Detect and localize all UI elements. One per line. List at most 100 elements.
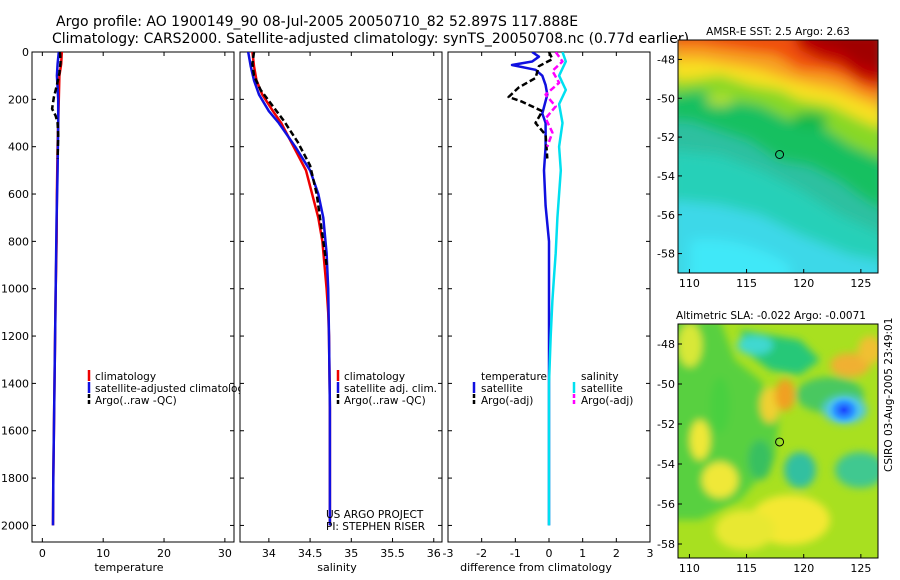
x-tick-label: -3 <box>443 547 454 560</box>
y-tick-label: -56 <box>657 498 675 511</box>
salinity-lines <box>246 52 332 526</box>
x-tick-label: 115 <box>736 562 757 575</box>
y-tick-label: 400 <box>8 141 29 154</box>
y-tick-label: 2000 <box>1 519 29 532</box>
x-tick-label: 110 <box>679 277 700 290</box>
x-tick-label: 125 <box>850 562 871 575</box>
sst-map: AMSR-E SST: 2.5 Argo: 2.63 110 115 120 125 -… <box>657 26 879 290</box>
x-tick-label: 2 <box>613 547 620 560</box>
series-line <box>510 52 551 526</box>
y-tick-label: 1800 <box>1 472 29 485</box>
difference-legend: temperature satellite Argo(-adj) salinit… <box>472 371 633 407</box>
series-line <box>246 52 332 526</box>
x-tick-label: 0 <box>546 547 553 560</box>
series-line <box>50 52 62 159</box>
y-tick-label: -58 <box>657 538 675 551</box>
x-tick-label: 0 <box>39 547 46 560</box>
salinity-axes: 34 34.5 35 35.5 36 <box>240 51 442 560</box>
salinity-axes-frame <box>239 51 443 543</box>
legend-label-temp-argo: Argo(-adj) <box>481 395 533 407</box>
page-title-line-2: Climatology: CARS2000. Satellite-adjuste… <box>52 31 690 47</box>
y-tick-label: 600 <box>8 188 29 201</box>
x-tick-label: 36 <box>427 547 441 560</box>
sla-map-axes: 110 115 120 125 -48 -50 -52 -54 -56 -58 <box>657 338 871 575</box>
y-tick-label: -52 <box>657 131 675 144</box>
y-tick-label: 0 <box>22 46 29 59</box>
series-line <box>547 52 568 526</box>
series-line <box>251 52 328 266</box>
y-tick-label: -48 <box>657 53 675 66</box>
legend-heading-salinity: salinity <box>581 371 619 383</box>
legend-label-satellite: satellite-adjusted climatology <box>95 383 250 395</box>
series-line <box>51 52 61 526</box>
salinity-x-label: salinity <box>317 561 357 574</box>
timestamp-label: CSIRO 03-Aug-2005 23:49:01 <box>883 318 895 472</box>
y-tick-label: 800 <box>8 235 29 248</box>
sla-map-title: Altimetric SLA: -0.022 Argo: -0.0071 <box>676 310 866 322</box>
legend-label-argo: Argo(..raw -QC) <box>95 395 177 407</box>
x-tick-label: 3 <box>647 547 654 560</box>
legend-label-argo: Argo(..raw -QC) <box>344 395 426 407</box>
y-tick-label: -50 <box>657 378 675 391</box>
temperature-x-label: temperature <box>94 561 163 574</box>
x-tick-label: 1 <box>579 547 586 560</box>
project-annotation: US ARGO PROJECT <box>326 509 424 521</box>
x-tick-label: 10 <box>96 547 110 560</box>
legend-label-satellite: satellite adj. clim. <box>344 383 437 395</box>
y-tick-label: 1400 <box>1 377 29 390</box>
legend-label-sal-satellite: satellite <box>581 383 623 395</box>
y-tick-label: 1600 <box>1 425 29 438</box>
sst-map-title: AMSR-E SST: 2.5 Argo: 2.63 <box>706 26 850 38</box>
x-tick-label: 34.5 <box>298 547 323 560</box>
y-tick-label: -54 <box>657 458 675 471</box>
temperature-axes: 0 10 20 30 0 200 400 600 800 1000 1200 1400 1600 1800… <box>1 46 234 560</box>
legend-label-climatology: climatology <box>344 371 405 383</box>
argo-float-marker <box>775 437 785 447</box>
x-tick-label: 120 <box>793 562 814 575</box>
temperature-lines <box>50 52 64 526</box>
difference-x-label: difference from climatology <box>460 561 612 574</box>
x-tick-label: 34 <box>262 547 276 560</box>
x-tick-label: 120 <box>793 277 814 290</box>
argo-float-marker <box>775 150 785 160</box>
x-tick-label: 35.5 <box>380 547 405 560</box>
sst-map-axes: 110 115 120 125 -48 -50 -52 -54 -56 -58 <box>657 53 871 290</box>
y-tick-label: -54 <box>657 170 675 183</box>
temperature-legend: climatology satellite-adjusted climatolo… <box>87 370 250 407</box>
legend-label-climatology: climatology <box>95 371 156 383</box>
sla-map: Altimetric SLA: -0.022 Argo: -0.0071 <box>657 310 879 575</box>
legend-label-sal-argo: Argo(-adj) <box>581 395 633 407</box>
temperature-axes-frame <box>31 51 235 543</box>
x-tick-label: 30 <box>218 547 232 560</box>
x-tick-label: 115 <box>736 277 757 290</box>
difference-panel: -3 -2 -1 0 1 2 3 difference from climatology t… <box>443 51 654 574</box>
sla-map-frame <box>677 323 879 559</box>
sst-map-field <box>678 40 878 273</box>
y-tick-label: -50 <box>657 92 675 105</box>
legend-label-temp-satellite: satellite <box>481 383 523 395</box>
difference-lines <box>507 52 568 526</box>
y-tick-label: -48 <box>657 338 675 351</box>
y-tick-label: 1000 <box>1 283 29 296</box>
y-tick-label: -58 <box>657 248 675 261</box>
page-title-line-1: Argo profile: AO 1900149_90 08-Jul-2005 … <box>56 14 579 30</box>
y-tick-label: -52 <box>657 418 675 431</box>
x-tick-label: -2 <box>476 547 487 560</box>
temperature-panel: 0 10 20 30 0 200 400 600 800 1000 1200 1400 1600 1800… <box>1 46 250 574</box>
difference-axes: -3 -2 -1 0 1 2 3 <box>443 51 654 560</box>
series-line <box>507 52 554 159</box>
y-tick-label: 1200 <box>1 330 29 343</box>
salinity-legend: climatology satellite adj. clim. Argo(..… <box>336 370 437 407</box>
salinity-panel: 34 34.5 35 35.5 36 salinity climatology sate… <box>239 51 443 574</box>
legend-heading-temperature: temperature <box>481 371 547 383</box>
y-tick-label: 200 <box>8 93 29 106</box>
x-tick-label: -1 <box>510 547 521 560</box>
sla-map-field <box>678 324 878 558</box>
y-tick-label: -56 <box>657 209 675 222</box>
pi-annotation: PI: STEPHEN RISER <box>326 521 425 533</box>
x-tick-label: 35 <box>344 547 358 560</box>
x-tick-label: 20 <box>157 547 171 560</box>
series-line <box>544 52 564 148</box>
sst-map-frame <box>677 39 879 274</box>
